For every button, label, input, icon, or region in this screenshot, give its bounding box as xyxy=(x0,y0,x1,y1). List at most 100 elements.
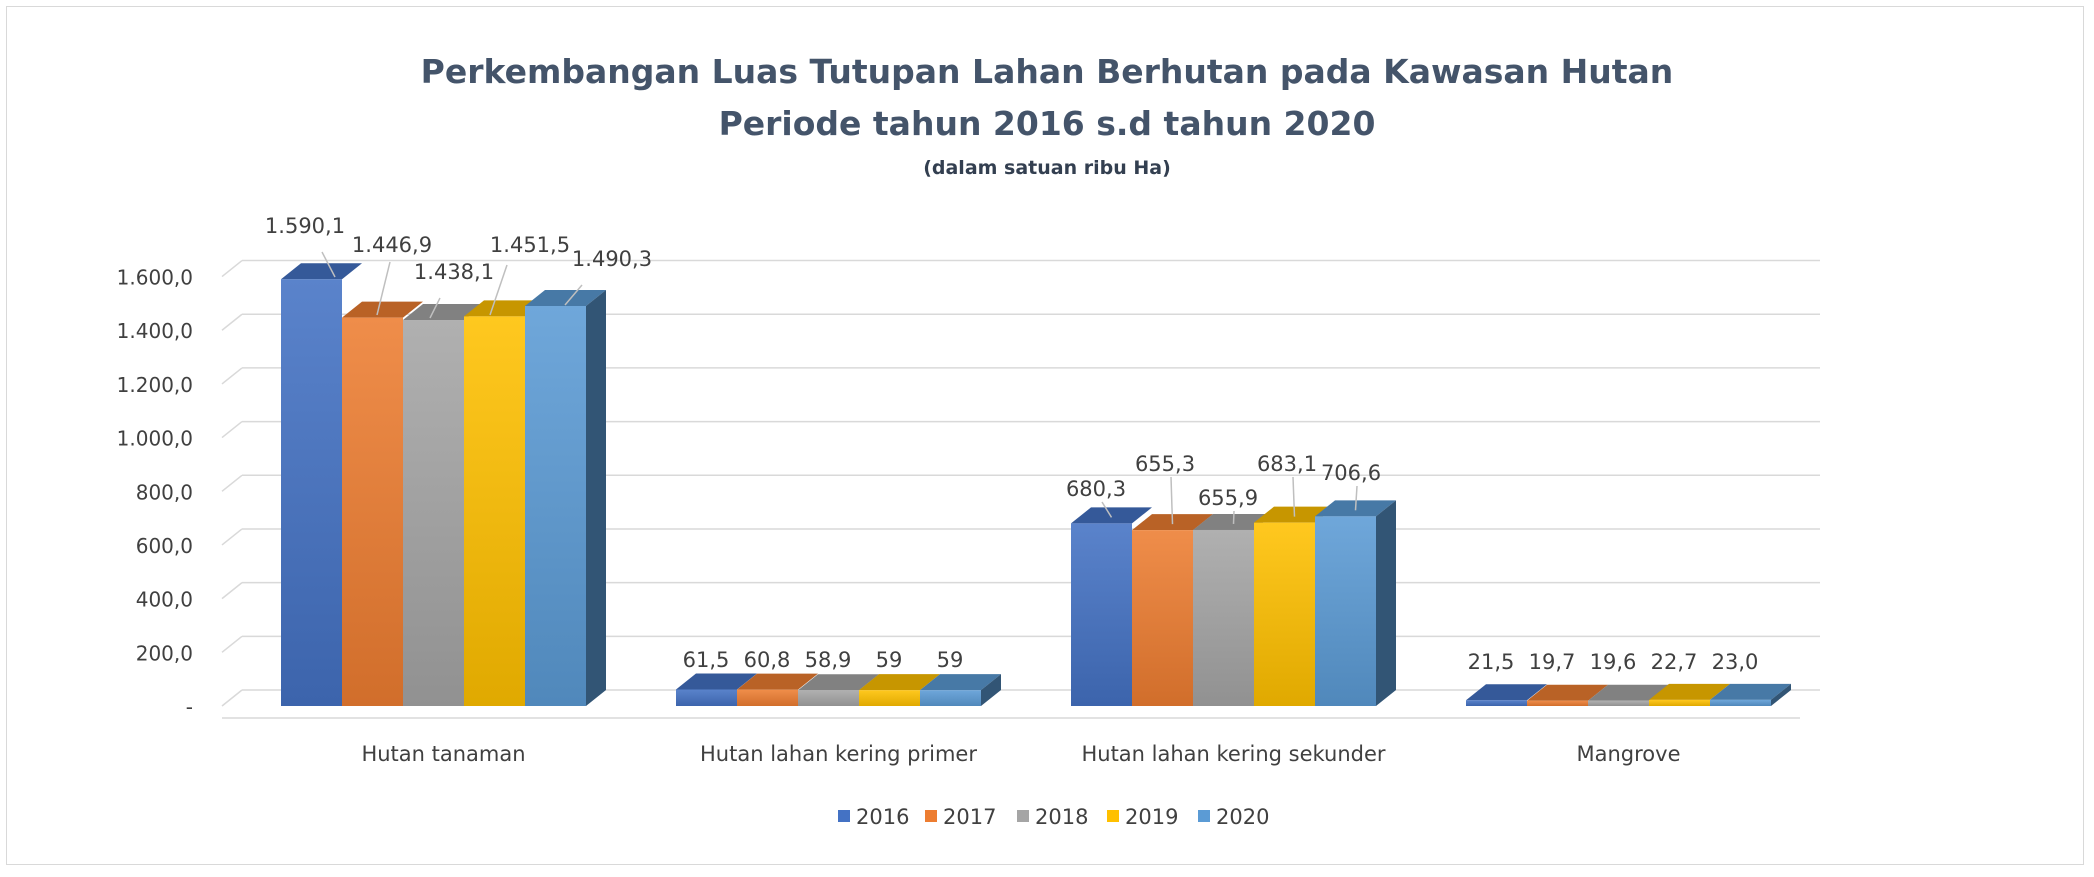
data-label: 60,8 xyxy=(744,648,791,672)
gridline-side xyxy=(221,367,243,385)
bar-side xyxy=(1376,500,1396,706)
bar-top xyxy=(1071,507,1152,524)
data-label: 1.451,5 xyxy=(490,233,570,257)
bar-top xyxy=(859,674,940,691)
chart-unit-note: (dalam satuan ribu Ha) xyxy=(923,157,1171,179)
bar-top xyxy=(737,673,818,690)
gridline-side xyxy=(221,528,243,546)
y-tick-label: - xyxy=(186,695,193,719)
bar-side xyxy=(1771,683,1791,706)
bar xyxy=(342,317,403,706)
gridline-side xyxy=(221,582,243,600)
data-label-leader xyxy=(564,284,583,306)
bar xyxy=(676,689,737,706)
data-label: 22,7 xyxy=(1651,650,1698,674)
gridline-side xyxy=(221,313,243,331)
bar-top xyxy=(281,263,362,280)
data-label-leader xyxy=(1354,485,1358,511)
data-label-leader xyxy=(1292,476,1296,517)
legend-swatch xyxy=(838,810,850,822)
legend-swatch xyxy=(1107,810,1119,822)
y-tick-label: 1.200,0 xyxy=(117,373,193,397)
y-tick-label: 1.000,0 xyxy=(117,427,193,451)
data-label: 59 xyxy=(937,648,964,672)
legend-label: 2017 xyxy=(943,805,996,829)
gridline-side xyxy=(221,474,243,492)
y-tick-label: 400,0 xyxy=(136,588,193,612)
data-label: 23,0 xyxy=(1712,650,1759,674)
legend-label: 2018 xyxy=(1035,805,1088,829)
bar xyxy=(1132,530,1193,706)
data-label: 683,1 xyxy=(1257,452,1317,476)
legend-swatch xyxy=(1198,810,1210,822)
bar xyxy=(403,320,464,706)
bar xyxy=(281,279,342,706)
data-label: 19,6 xyxy=(1590,650,1637,674)
bar xyxy=(1466,700,1527,706)
data-label-leader xyxy=(1232,510,1235,524)
bar-top xyxy=(525,290,606,307)
bar-side xyxy=(586,290,606,706)
data-label: 1.438,1 xyxy=(414,260,494,284)
bar-top xyxy=(798,674,879,691)
gridline-side xyxy=(221,635,243,653)
legend-label: 2020 xyxy=(1216,805,1269,829)
bar-top xyxy=(1588,684,1669,701)
y-tick-label: 200,0 xyxy=(136,641,193,665)
legend-swatch xyxy=(1017,810,1029,822)
bar xyxy=(1588,700,1649,706)
y-tick-label: 600,0 xyxy=(136,534,193,558)
bar-top xyxy=(464,300,545,317)
bar-top xyxy=(403,304,484,321)
data-label: 655,9 xyxy=(1198,486,1258,510)
bar xyxy=(798,690,859,706)
legend-label: 2019 xyxy=(1125,805,1178,829)
bar xyxy=(1527,700,1588,706)
legend-label: 2016 xyxy=(856,805,909,829)
bar-top xyxy=(1466,684,1547,701)
legend-swatch xyxy=(925,810,937,822)
bar xyxy=(1071,523,1132,706)
data-label: 19,7 xyxy=(1529,650,1576,674)
data-label: 1.590,1 xyxy=(265,214,345,238)
data-label: 1.490,3 xyxy=(572,247,652,271)
data-label: 1.446,9 xyxy=(352,233,432,257)
data-label-leader xyxy=(376,261,391,316)
data-label: 655,3 xyxy=(1135,452,1195,476)
x-tick-label: Hutan tanaman xyxy=(361,742,525,766)
bar-top xyxy=(920,674,1001,691)
data-label: 61,5 xyxy=(683,648,730,672)
gridline-side xyxy=(221,259,243,278)
data-label: 706,6 xyxy=(1321,461,1381,485)
data-label-leader xyxy=(489,264,508,316)
x-tick-label: Mangrove xyxy=(1577,742,1681,766)
gridline-side xyxy=(221,421,243,439)
bar xyxy=(1649,699,1710,706)
bar xyxy=(737,689,798,706)
bar xyxy=(1315,516,1376,706)
data-label-leader xyxy=(429,297,441,319)
bar-top xyxy=(676,673,757,690)
bar-side xyxy=(981,674,1001,706)
bar xyxy=(1193,529,1254,706)
y-tick-label: 1.400,0 xyxy=(117,319,193,343)
bar xyxy=(464,316,525,706)
bar xyxy=(1710,699,1771,706)
data-label: 58,9 xyxy=(805,648,852,672)
data-label: 59 xyxy=(876,648,903,672)
data-label: 680,3 xyxy=(1066,477,1126,501)
y-tick-label: 1.600,0 xyxy=(117,266,193,290)
bar-top xyxy=(1527,684,1608,701)
y-tick-label: 800,0 xyxy=(136,480,193,504)
data-label-leader xyxy=(1101,501,1113,518)
bar xyxy=(525,306,586,706)
bar-top xyxy=(342,301,423,318)
chart-subtitle: Periode tahun 2016 s.d tahun 2020 xyxy=(718,104,1376,143)
data-label: 21,5 xyxy=(1468,650,1515,674)
data-label-leader xyxy=(1170,476,1174,525)
x-tick-label: Hutan lahan kering sekunder xyxy=(1081,742,1385,766)
chart-title: Perkembangan Luas Tutupan Lahan Berhutan… xyxy=(420,52,1674,91)
bar-top xyxy=(1649,683,1730,700)
x-tick-label: Hutan lahan kering primer xyxy=(700,742,977,766)
